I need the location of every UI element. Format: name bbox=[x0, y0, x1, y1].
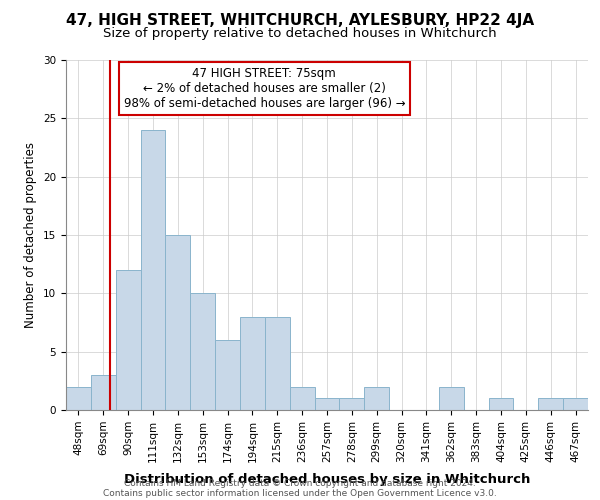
Text: 47 HIGH STREET: 75sqm
← 2% of detached houses are smaller (2)
98% of semi-detach: 47 HIGH STREET: 75sqm ← 2% of detached h… bbox=[124, 67, 405, 110]
Y-axis label: Number of detached properties: Number of detached properties bbox=[25, 142, 37, 328]
Text: Contains HM Land Registry data © Crown copyright and database right 2024.: Contains HM Land Registry data © Crown c… bbox=[124, 478, 476, 488]
Bar bbox=[66, 386, 91, 410]
Bar bbox=[488, 398, 514, 410]
Bar bbox=[215, 340, 240, 410]
Bar bbox=[240, 316, 265, 410]
Bar bbox=[91, 375, 116, 410]
Bar bbox=[290, 386, 314, 410]
Bar bbox=[190, 294, 215, 410]
Bar bbox=[364, 386, 389, 410]
Text: Size of property relative to detached houses in Whitchurch: Size of property relative to detached ho… bbox=[103, 28, 497, 40]
Bar bbox=[166, 235, 190, 410]
Bar bbox=[439, 386, 464, 410]
Bar bbox=[314, 398, 340, 410]
Bar bbox=[116, 270, 140, 410]
Bar bbox=[340, 398, 364, 410]
Bar bbox=[538, 398, 563, 410]
Text: Contains public sector information licensed under the Open Government Licence v3: Contains public sector information licen… bbox=[103, 488, 497, 498]
X-axis label: Distribution of detached houses by size in Whitchurch: Distribution of detached houses by size … bbox=[124, 473, 530, 486]
Bar bbox=[563, 398, 588, 410]
Bar bbox=[265, 316, 290, 410]
Text: 47, HIGH STREET, WHITCHURCH, AYLESBURY, HP22 4JA: 47, HIGH STREET, WHITCHURCH, AYLESBURY, … bbox=[66, 12, 534, 28]
Bar bbox=[140, 130, 166, 410]
